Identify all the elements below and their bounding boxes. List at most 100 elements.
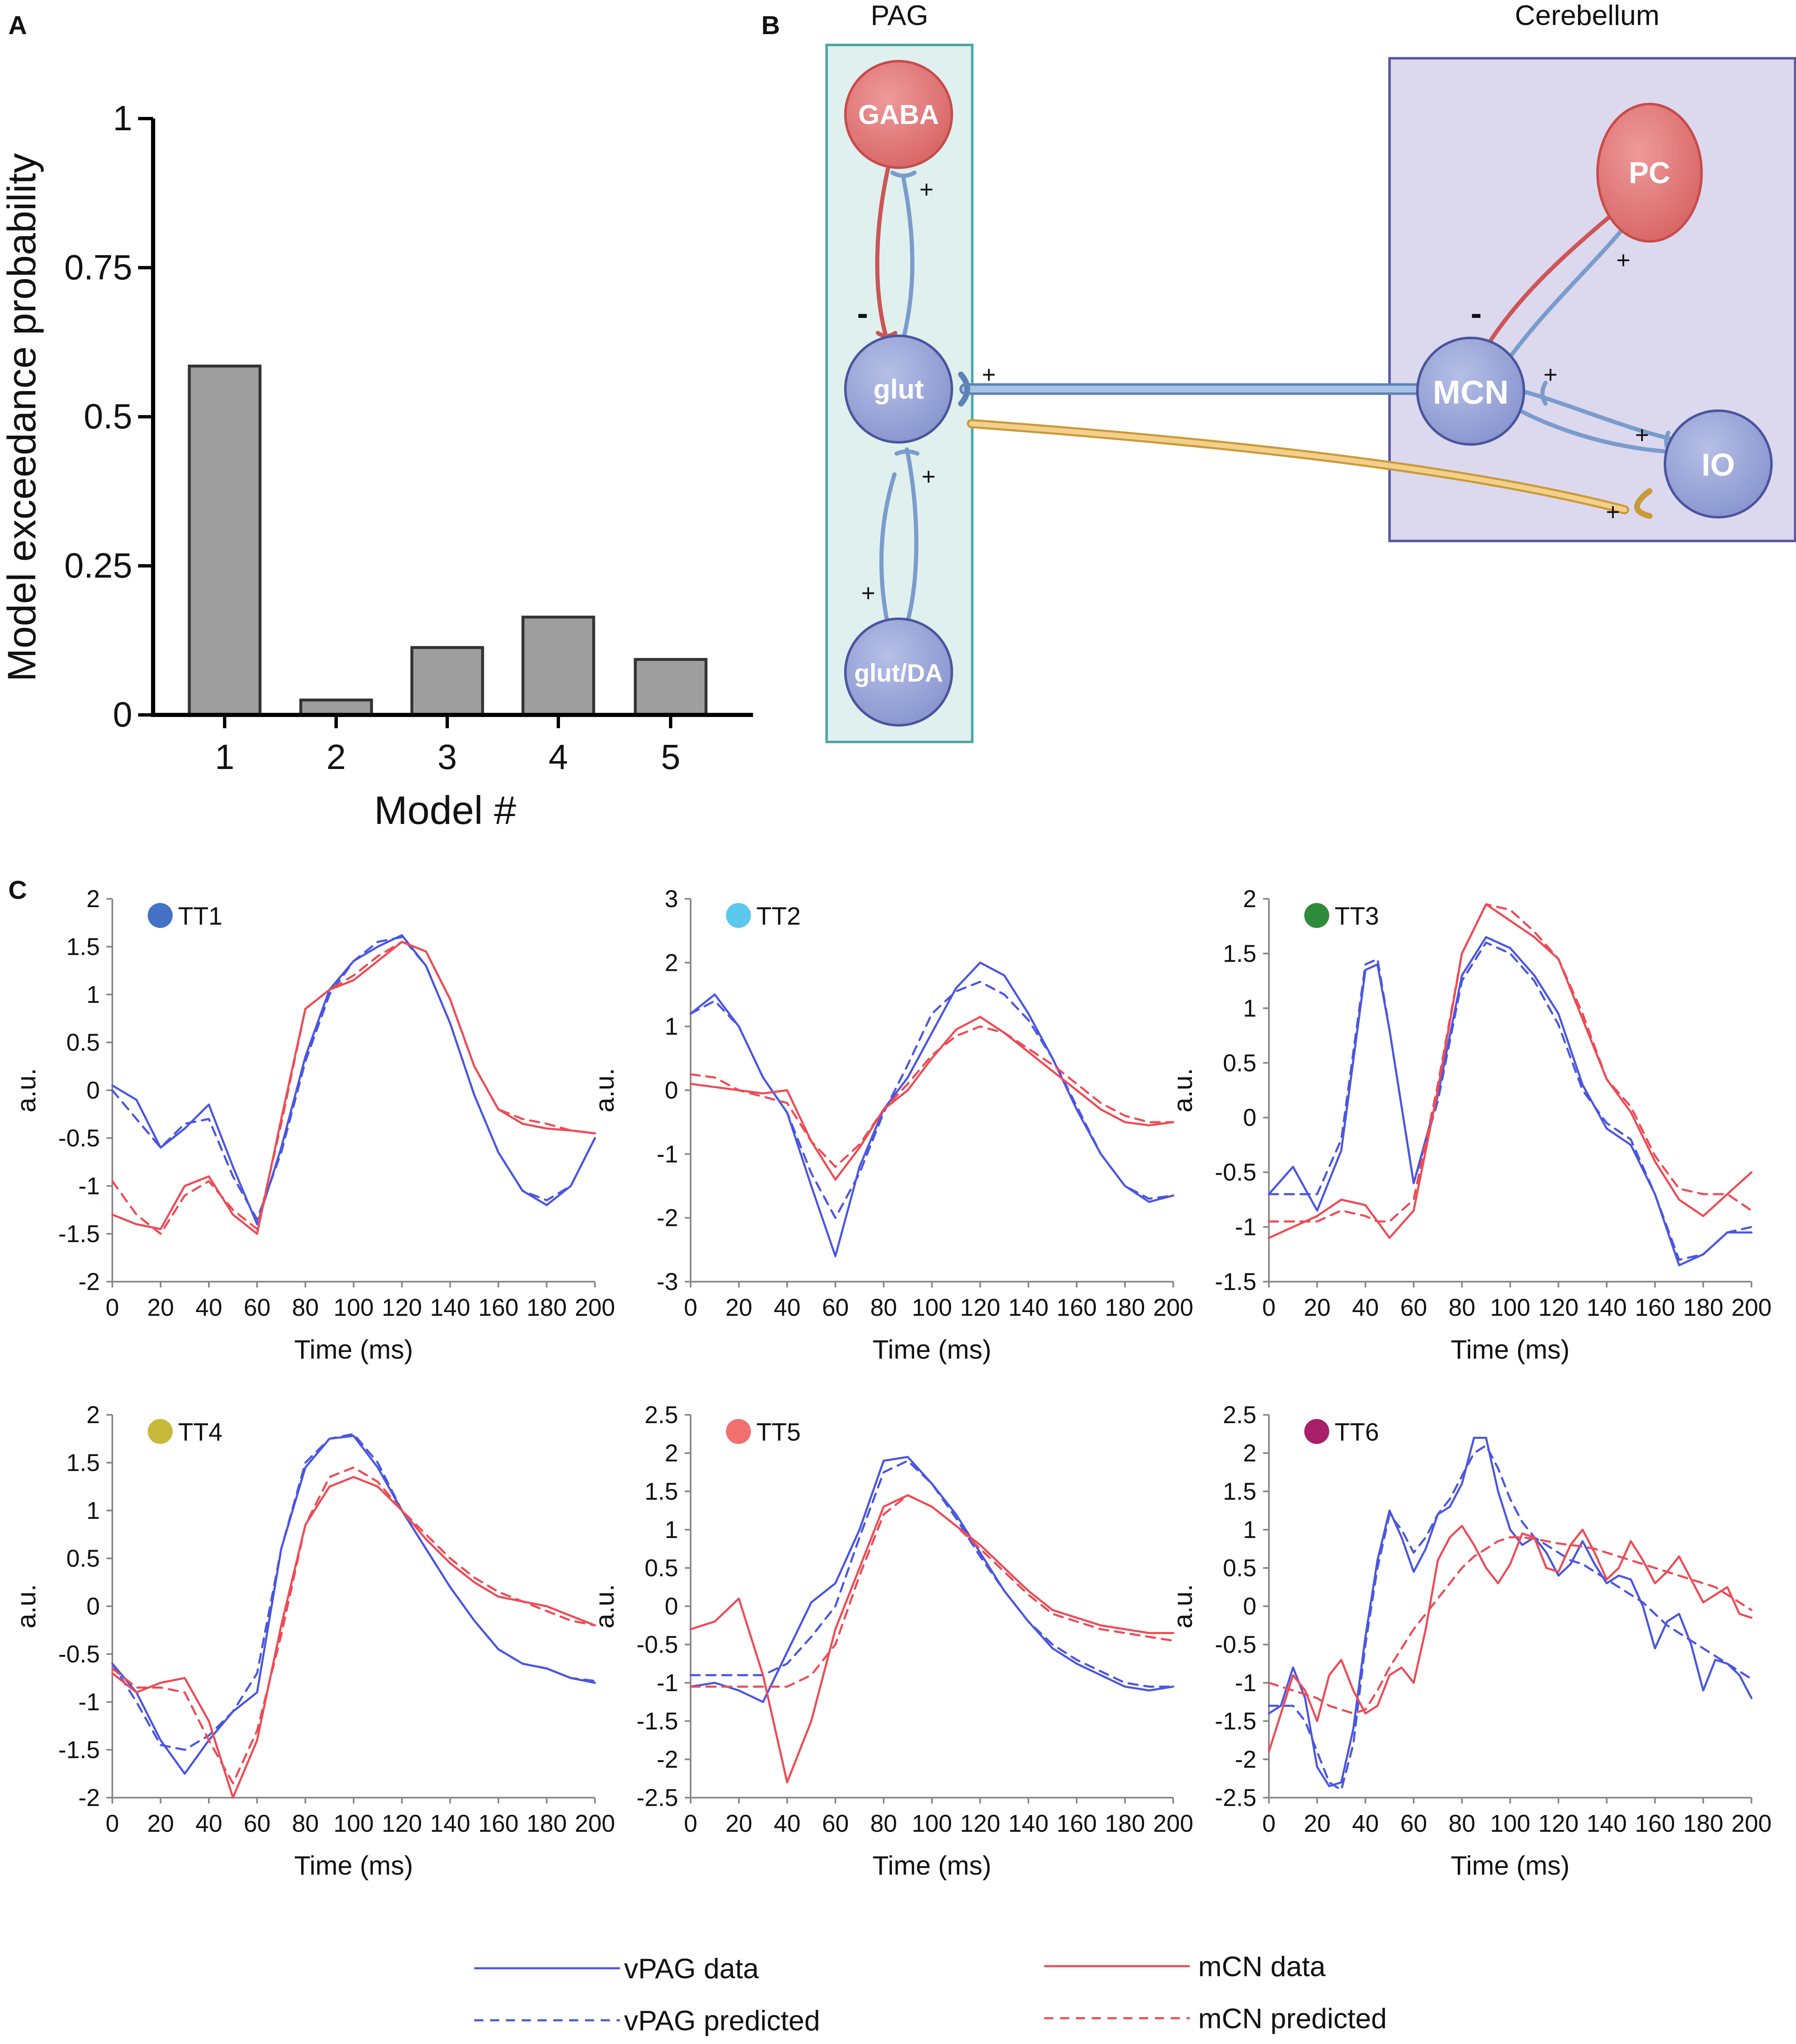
x-tick-label: 160 — [478, 1810, 519, 1837]
y-tick-label: -2.5 — [1215, 1784, 1256, 1811]
y-tick-label: -1 — [656, 1669, 678, 1697]
x-tick-label: 160 — [1057, 1294, 1097, 1321]
y-tick-label: 0 — [113, 695, 132, 734]
tetrode-color-dot — [726, 903, 751, 928]
excitatory-sign: + — [1635, 422, 1649, 449]
legend-label: vPAG data — [624, 1953, 759, 1984]
x-tick-label: 200 — [575, 1294, 615, 1321]
sign-group: + - + + + + - + + + — [857, 176, 1649, 607]
x-tick-label: 180 — [527, 1294, 567, 1321]
x-tick-label: 0 — [1262, 1810, 1276, 1837]
plot-title: TT3 — [1335, 902, 1379, 930]
y-tick-label: -1.5 — [58, 1736, 100, 1764]
x-tick-label: 20 — [1304, 1294, 1331, 1321]
legend-label: vPAG predicted — [624, 2005, 820, 2037]
axon-mcn-to-pc — [1496, 216, 1633, 377]
tetrode-color-dot — [1304, 903, 1329, 928]
x-axis-label: Time (ms) — [1451, 1335, 1570, 1364]
glutda-neuron-label: glut/DA — [854, 659, 943, 687]
line-chart-tt3: -1.5-1-0.500.511.520 20 40 60 80 100 120 140 160… — [1168, 886, 1771, 1364]
excitatory-sign: + — [1616, 247, 1630, 274]
y-tick-label: 0.5 — [1223, 1555, 1256, 1582]
x-tick-label: 80 — [870, 1294, 897, 1321]
legend-label: mCN predicted — [1198, 2003, 1387, 2034]
y-tick-label: 0 — [87, 1077, 100, 1104]
y-axis-label: a.u. — [1168, 1068, 1198, 1113]
y-tick-label: -0.5 — [58, 1641, 100, 1668]
x-tick-label: 80 — [1449, 1294, 1476, 1321]
series-vpag-predicted — [689, 1459, 1174, 1688]
y-tick-label: 0.5 — [1223, 1049, 1256, 1077]
y-axis-label: a.u. — [11, 1068, 41, 1113]
connection-group — [875, 156, 1683, 639]
x-tick-label: 140 — [1587, 1294, 1627, 1321]
y-tick-label: 0.5 — [66, 1545, 100, 1572]
mcn-neuron-body — [1416, 337, 1525, 446]
y-axis-label: a.u. — [590, 1068, 619, 1113]
x-tick-label: 40 — [1352, 1294, 1379, 1321]
bar-model-1 — [188, 365, 262, 717]
x-tick-label: 120 — [1538, 1294, 1579, 1321]
y-tick-label: -2 — [78, 1268, 100, 1295]
plot-grid: -2 -1.5 -1 -0.5 0 0.5 1 1.5 20 20 40 60 80 100 120 140 1… — [11, 886, 1771, 1880]
x-tick-label: 1 — [215, 737, 235, 776]
y-tick-label: -1 — [78, 1173, 100, 1200]
y-tick-label: -2 — [78, 1784, 100, 1811]
neuron-pc: PC — [1596, 103, 1703, 243]
y-tick-label: 1 — [113, 99, 132, 138]
x-tick-label: 40 — [196, 1810, 223, 1837]
y-tick-label: 0 — [1243, 1104, 1256, 1131]
series-mcn-data — [689, 1016, 1174, 1181]
x-tick-label: 5 — [661, 737, 681, 776]
y-tick-label: 0.5 — [66, 1029, 100, 1056]
neuron-glut: glut — [844, 335, 953, 444]
axon-pc-to-mcn — [1479, 202, 1627, 358]
series-vpag-data — [1268, 936, 1753, 1267]
x-tick-label: 60 — [822, 1810, 849, 1837]
x-tick-label: 180 — [1683, 1810, 1724, 1837]
x-tick-label: 180 — [1105, 1294, 1145, 1321]
x-tick-label: 0 — [684, 1810, 697, 1837]
plot-title: TT6 — [1335, 1418, 1379, 1446]
x-tick-label: 140 — [430, 1294, 471, 1321]
legend: vPAG data vPAG predicted mCN data mCN predi… — [474, 1951, 1387, 2037]
bar-model-4 — [521, 615, 595, 717]
x-tick-label: 120 — [960, 1294, 1001, 1321]
y-tick-label: 1 — [1243, 995, 1256, 1022]
line-chart-tt4: -2-1.5-1-0.500.511.520 20 40 60 80 100 120 140 1… — [11, 1402, 615, 1880]
excitatory-sign: + — [1543, 361, 1558, 388]
x-tick-label: 4 — [549, 737, 568, 776]
y-tick-label: 1.5 — [66, 933, 100, 960]
y-tick-label: 0.25 — [64, 546, 133, 585]
x-tick-label: 20 — [726, 1294, 753, 1321]
y-tick-label: -1.5 — [1215, 1708, 1256, 1735]
series-mcn-predicted — [1268, 1536, 1753, 1715]
axon-glut-to-glutda — [879, 472, 897, 639]
x-axis-label: Model # — [374, 788, 516, 833]
x-tick-label: 40 — [774, 1294, 801, 1321]
series-mcn-data — [1268, 1525, 1753, 1753]
x-tick-label: 200 — [1732, 1294, 1772, 1321]
y-axis-label: Model exceedance probability — [0, 153, 44, 682]
y-tick-label: -0.5 — [1215, 1159, 1256, 1186]
x-tick-label: 20 — [726, 1810, 753, 1837]
y-tick-label: 2.5 — [644, 1402, 678, 1429]
series-vpag-data — [111, 934, 596, 1225]
x-tick-label: 2 — [327, 737, 346, 776]
x-tick-label: 0 — [1262, 1294, 1276, 1321]
line-chart-tt1: -2-1.5-1-0.500.511.520 20 40 60 80 100 120 140 1… — [11, 886, 615, 1364]
synapse-terminal — [894, 449, 919, 456]
x-axis-label: Time (ms) — [872, 1851, 991, 1880]
x-tick-group: 1 2 3 4 5 — [215, 715, 681, 776]
synapse-terminal — [1634, 488, 1652, 519]
series-vpag-data — [689, 1456, 1174, 1703]
bar-model-2 — [299, 698, 373, 717]
excitatory-sign: + — [919, 176, 934, 203]
x-axis-label: Time (ms) — [1451, 1851, 1570, 1880]
panel-a-bar-chart: A 0 0.25 0.5 0.75 1 1 2 3 4 5 Model # Model exce… — [0, 11, 753, 833]
x-tick-label: 80 — [870, 1810, 897, 1837]
io-neuron-body — [1664, 409, 1773, 518]
x-tick-label: 80 — [292, 1810, 319, 1837]
x-tick-label: 100 — [334, 1810, 374, 1837]
neuron-io: IO — [1664, 409, 1773, 518]
